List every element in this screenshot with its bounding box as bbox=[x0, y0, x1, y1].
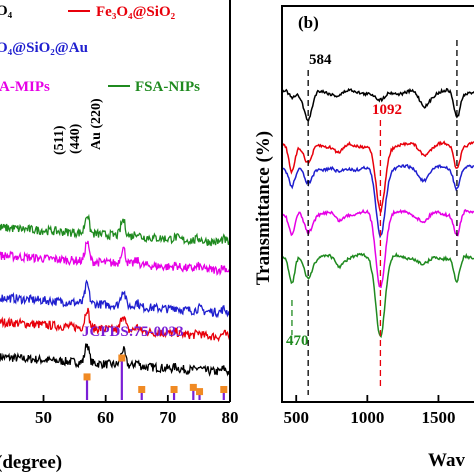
panel-b-series bbox=[281, 87, 474, 339]
peak-label-440: (440) bbox=[68, 123, 83, 154]
peak-label-au-220: Au (220) bbox=[89, 98, 104, 150]
reference-stick-marker bbox=[196, 388, 204, 396]
panel-a-peak-labels: (511) (440) Au (220) bbox=[52, 98, 104, 155]
legend-fsa-nips: FSA-NIPs bbox=[135, 79, 200, 95]
panel-a-x-tick-label: 80 bbox=[222, 408, 239, 427]
legend-fe3o4-sio2-au: O₄@SiO₂@Au bbox=[0, 40, 88, 56]
xrd-series-line bbox=[0, 307, 231, 343]
ftir-series-line bbox=[281, 87, 474, 122]
reference-stick-marker bbox=[118, 354, 126, 362]
reference-stick-marker bbox=[189, 383, 197, 391]
reference-stick-marker bbox=[220, 386, 228, 393]
xrd-series-line bbox=[0, 213, 231, 247]
reference-stick-marker bbox=[170, 386, 178, 393]
panel-b-guide-lines bbox=[291, 40, 458, 395]
panel-b-frame bbox=[281, 5, 474, 403]
panel-b-x-tick-label: 1500 bbox=[421, 408, 455, 427]
panel-b-x-tick-label: 500 bbox=[283, 408, 309, 427]
legend-fe3o4-sio2: Fe₃O₄@SiO₂ bbox=[96, 4, 176, 20]
xrd-series-line bbox=[0, 240, 231, 277]
ftir-series-line bbox=[282, 163, 474, 239]
panel-a-legend: O₄ Fe₃O₄@SiO₂ O₄@SiO₂@Au A-MIPs FSA-NIPs bbox=[0, 3, 200, 95]
panel-a-axes: 50 60 70 80 bbox=[0, 0, 239, 427]
panel-a-xrd: 50 60 70 80 O₄ Fe₃O₄@SiO₂ O₄@SiO₂@Au A-MIPs… bbox=[0, 0, 239, 473]
panel-a-xlabel: (degree) bbox=[0, 452, 62, 473]
ftir-series-line bbox=[281, 140, 474, 213]
ftir-series-line bbox=[281, 208, 474, 289]
annotation-1092: 1092 bbox=[372, 102, 402, 118]
panel-b-ylabel: Transmittance (%) bbox=[253, 131, 274, 285]
panel-a-x-tick-label: 50 bbox=[35, 408, 52, 427]
panel-a-reference-sticks bbox=[83, 354, 228, 400]
legend-fsa-mips: A-MIPs bbox=[0, 79, 50, 95]
legend-fe3o4: O₄ bbox=[0, 3, 13, 19]
panel-b-x-tick-label: 1000 bbox=[350, 408, 384, 427]
panel-b-xlabel: Wav bbox=[428, 450, 465, 471]
panel-b-axes: 500 1000 1500 bbox=[281, 5, 474, 427]
annotation-584: 584 bbox=[309, 52, 332, 68]
panel-b-label: (b) bbox=[298, 13, 319, 32]
panel-a-x-tick-label: 70 bbox=[159, 408, 176, 427]
panel-a-x-tick-label: 60 bbox=[97, 408, 114, 427]
reference-label: JCPDS:75-0033 bbox=[82, 324, 184, 340]
peak-label-511: (511) bbox=[52, 125, 67, 155]
xrd-series-line bbox=[0, 343, 231, 377]
ftir-series-line bbox=[281, 251, 474, 339]
reference-stick-marker bbox=[83, 373, 91, 381]
panel-a-series bbox=[0, 213, 231, 377]
panel-b-ftir: 500 1000 1500 (b) 584 1092 470 Transmittan… bbox=[253, 5, 474, 471]
reference-stick-marker bbox=[138, 386, 146, 393]
annotation-470: 470 bbox=[286, 333, 309, 349]
xrd-series-line bbox=[0, 279, 231, 319]
